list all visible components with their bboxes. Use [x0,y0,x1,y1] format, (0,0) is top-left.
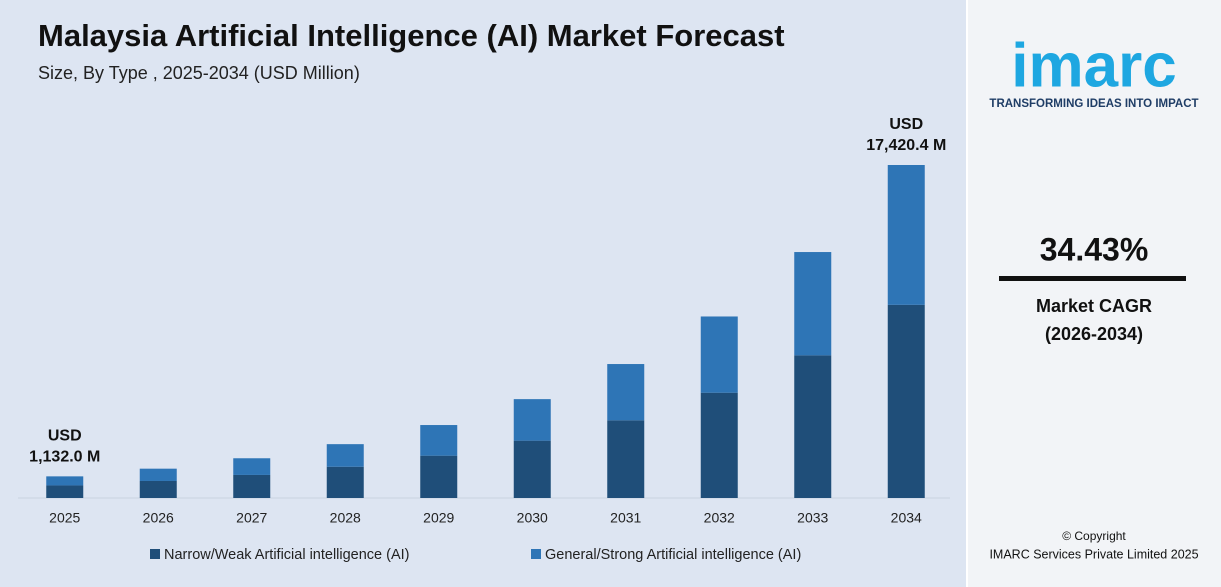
cagr-period: (2026-2034) [1045,324,1143,344]
x-tick-label: 2025 [49,510,80,526]
bar-segment [513,440,551,498]
x-tick-label: 2026 [143,510,174,526]
bar-segment [46,485,84,498]
logo: imarc [1011,31,1176,100]
tagline: TRANSFORMING IDEAS INTO IMPACT [989,98,1198,110]
legend-label: General/Strong Artificial intelligence (… [545,547,801,563]
bar-segment [794,355,832,498]
bar-segment [139,468,177,481]
cagr-label: Market CAGR [1036,296,1152,316]
total-label: USD [889,116,923,133]
bar-segment [326,444,364,467]
bar-segment [326,466,364,498]
legend-label: Narrow/Weak Artificial intelligence (AI) [164,547,410,563]
x-tick-label: 2030 [517,510,548,526]
bar-segment [420,425,458,456]
total-label: 1,132.0 M [29,449,100,466]
chart-title: Malaysia Artificial Intelligence (AI) Ma… [38,18,785,53]
x-tick-label: 2034 [891,510,922,526]
x-tick-label: 2028 [330,510,361,526]
cagr-value: 34.43% [1040,231,1149,267]
x-tick-label: 2027 [236,510,267,526]
cagr-rule [999,276,1186,281]
x-tick-label: 2032 [704,510,735,526]
company: IMARC Services Private Limited 2025 [989,547,1198,561]
bar-segment [607,420,645,498]
bar-segment [887,165,925,305]
legend-swatch [150,549,160,559]
copyright: © Copyright [1062,529,1126,543]
bar-segment [420,455,458,498]
bar-segment [513,399,551,441]
total-label: 17,420.4 M [866,137,946,154]
legend-swatch [531,549,541,559]
bar-segment [233,458,271,475]
bar-segment [887,304,925,498]
chart-subtitle: Size, By Type , 2025-2034 (USD Million) [38,63,360,83]
sidebar-panel [968,0,1221,587]
bar-segment [794,252,832,356]
bar-segment [46,476,84,486]
bar-segment [700,316,738,393]
total-label: USD [48,428,82,445]
bar-segment [139,480,177,498]
bar-segment [607,364,645,421]
x-tick-label: 2033 [797,510,828,526]
bar-segment [700,392,738,498]
bar-segment [233,474,271,498]
x-tick-label: 2031 [610,510,641,526]
x-tick-label: 2029 [423,510,454,526]
